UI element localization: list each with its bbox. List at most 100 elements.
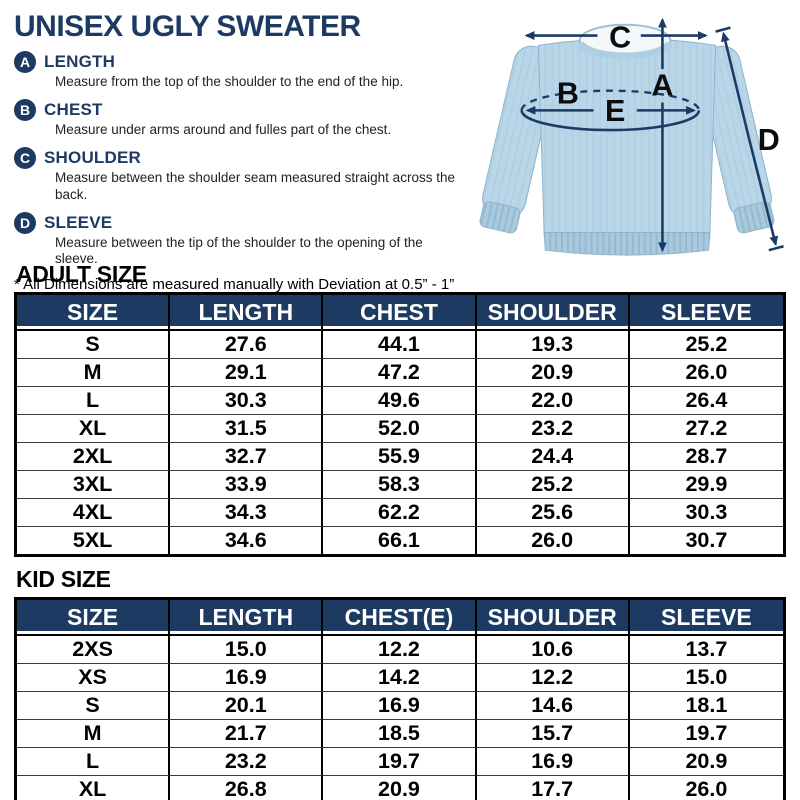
value-cell: 29.9 [629,471,783,499]
value-cell: 14.2 [323,664,477,692]
value-cell: 30.3 [170,387,324,415]
value-cell: 23.2 [170,748,324,776]
column-header: CHEST(E) [323,600,477,636]
right-cuff [733,201,775,234]
size-cell: XL [17,776,171,800]
sweater-diagram: C A B E D [458,6,800,258]
label-a: A [651,69,673,103]
legend-label-chest: CHEST [44,100,103,120]
value-cell: 25.2 [476,471,630,499]
table-row: L 30.3 49.6 22.0 26.4 [17,387,783,415]
value-cell: 30.3 [629,499,783,527]
legend-label-shoulder: SHOULDER [44,148,141,168]
value-cell: 20.1 [170,692,324,720]
value-cell: 20.9 [323,776,477,800]
kid-header-row: SIZE LENGTH CHEST(E) SHOULDER SLEEVE [17,600,783,636]
size-cell: 3XL [17,471,171,499]
value-cell: 62.2 [323,499,477,527]
value-cell: 25.6 [476,499,630,527]
table-row: S 27.6 44.1 19.3 25.2 [17,331,783,359]
legend-desc-chest: Measure under arms around and fulles par… [55,122,392,138]
value-cell: 15.0 [629,664,783,692]
legend-item-shoulder: C SHOULDER Measure between the shoulder … [14,147,458,202]
value-cell: 18.1 [629,692,783,720]
kid-size-heading: KID SIZE [16,566,111,592]
value-cell: 25.2 [629,331,783,359]
value-cell: 22.0 [476,387,630,415]
table-row: S 20.1 16.9 14.6 18.1 [17,692,783,720]
column-header: SLEEVE [629,295,783,331]
value-cell: 31.5 [170,415,324,443]
value-cell: 16.9 [476,748,630,776]
value-cell: 19.3 [476,331,630,359]
size-cell: S [17,692,171,720]
value-cell: 27.2 [629,415,783,443]
legend-label-length: LENGTH [44,52,116,71]
label-c: C [609,20,631,54]
badge-b-icon: B [14,99,36,122]
value-cell: 34.3 [170,499,324,527]
value-cell: 29.1 [170,359,324,387]
size-cell: 2XS [17,636,171,664]
size-cell: XL [17,415,171,443]
label-d: D [758,123,780,157]
adult-header-row: SIZE LENGTH CHEST SHOULDER SLEEVE [17,295,783,331]
legend-desc-shoulder: Measure between the shoulder seam measur… [55,170,455,202]
value-cell: 58.3 [323,471,477,499]
column-header: SHOULDER [476,600,630,636]
value-cell: 20.9 [629,748,783,776]
value-cell: 12.2 [323,636,477,664]
table-row: 2XL 32.7 55.9 24.4 28.7 [17,443,783,471]
diagram-letters: C A B E D [557,20,780,156]
value-cell: 18.5 [323,720,477,748]
legend-desc-length: Measure from the top of the shoulder to … [55,74,404,89]
size-cell: S [17,331,171,359]
table-row: XS 16.9 14.2 12.2 15.0 [17,664,783,692]
legend-desc-sleeve: Measure between the tip of the shoulder … [55,234,423,266]
sweater-image: C A B E D [479,17,784,256]
top-section: UNISEX UGLY SWEATER A LENGTH Measure fro… [0,6,800,293]
size-cell: M [17,359,171,387]
size-cell: XS [17,664,171,692]
size-cell: 2XL [17,443,171,471]
value-cell: 33.9 [170,471,324,499]
column-header: SIZE [17,600,171,636]
legend-label-sleeve: SLEEVE [44,212,113,232]
value-cell: 23.2 [476,415,630,443]
deviation-note: * All Dimensions are measured manually w… [14,276,455,294]
table-row: L 23.2 19.7 16.9 20.9 [17,748,783,776]
value-cell: 55.9 [323,443,477,471]
column-header: LENGTH [170,295,324,331]
value-cell: 30.7 [629,527,783,554]
column-header: SIZE [17,295,171,331]
column-header: SLEEVE [629,600,783,636]
value-cell: 26.0 [629,776,783,800]
value-cell: 34.6 [170,527,324,554]
value-cell: 10.6 [476,636,630,664]
value-cell: 15.7 [476,720,630,748]
column-header: LENGTH [170,600,324,636]
legend-item-chest: B CHEST Measure under arms around and fu… [14,99,458,138]
table-row: M 29.1 47.2 20.9 26.0 [17,359,783,387]
page-title: UNISEX UGLY SWEATER [14,10,361,43]
hem-rib [543,231,711,256]
value-cell: 44.1 [323,331,477,359]
table-row: M 21.7 18.5 15.7 19.7 [17,720,783,748]
legend-item-length: A LENGTH Measure from the top of the sho… [14,51,458,90]
value-cell: 19.7 [323,748,477,776]
value-cell: 26.8 [170,776,324,800]
value-cell: 14.6 [476,692,630,720]
measure-arrow-d [721,31,751,140]
badge-d-icon: D [14,211,36,234]
table-row: XL 26.8 20.9 17.7 26.0 [17,776,783,800]
value-cell: 26.0 [629,359,783,387]
badge-c-icon: C [14,147,36,170]
column-header: CHEST [323,295,477,331]
table-row: XL 31.5 52.0 23.2 27.2 [17,415,783,443]
value-cell: 24.4 [476,443,630,471]
value-cell: 26.0 [476,527,630,554]
table-row: 5XL 34.6 66.1 26.0 30.7 [17,527,783,554]
value-cell: 26.4 [629,387,783,415]
table-row: 3XL 33.9 58.3 25.2 29.9 [17,471,783,499]
